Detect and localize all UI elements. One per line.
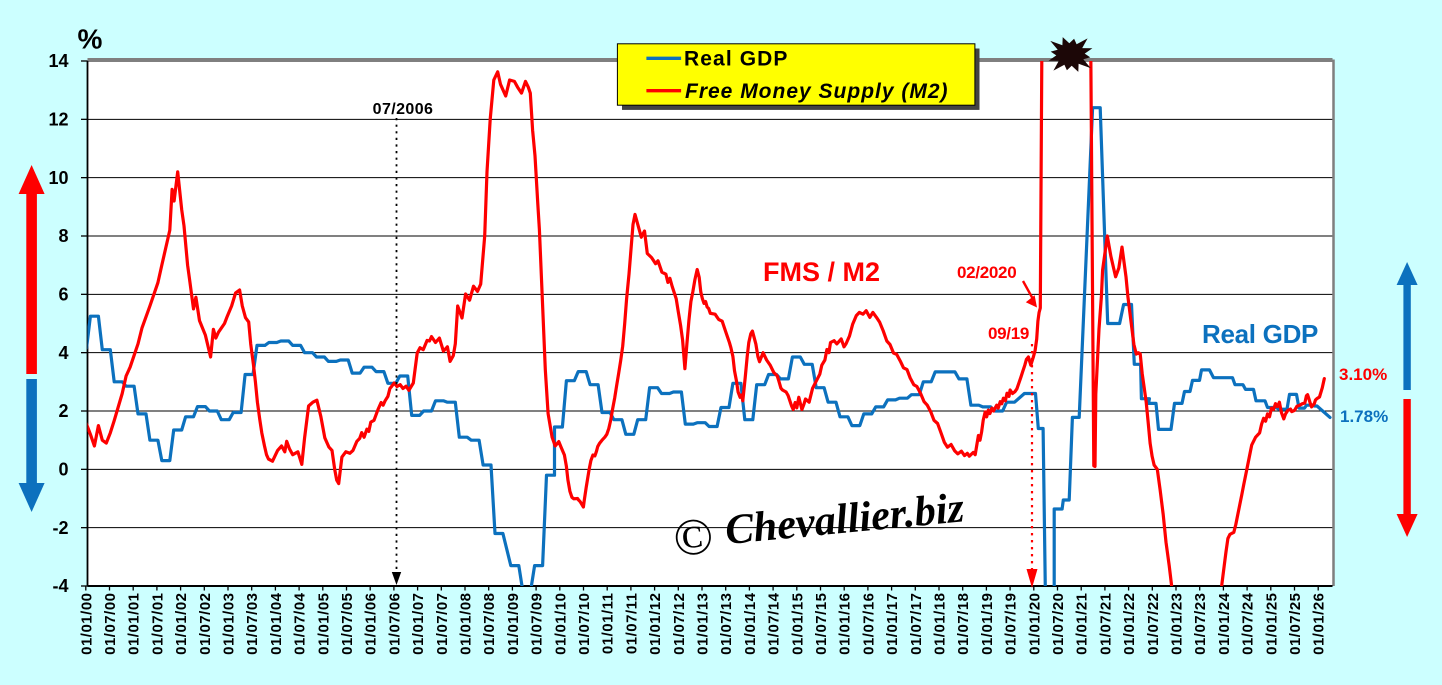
svg-text:01/07/18: 01/07/18	[955, 593, 972, 655]
svg-text:01/01/00: 01/01/00	[78, 593, 95, 655]
svg-text:01/01/09: 01/01/09	[505, 593, 522, 655]
svg-text:-2: -2	[52, 518, 68, 538]
svg-text:01/01/17: 01/01/17	[884, 593, 901, 655]
svg-text:01/01/16: 01/01/16	[837, 593, 854, 655]
svg-text:01/07/17: 01/07/17	[908, 593, 925, 655]
svg-text:2: 2	[58, 401, 68, 421]
svg-text:01/07/15: 01/07/15	[813, 593, 830, 655]
svg-text:01/01/05: 01/01/05	[315, 593, 332, 655]
svg-text:01/07/00: 01/07/00	[102, 593, 119, 655]
svg-text:01/07/11: 01/07/11	[623, 593, 640, 655]
svg-text:01/01/25: 01/01/25	[1263, 593, 1280, 655]
svg-text:01/01/19: 01/01/19	[979, 593, 996, 655]
svg-text:01/07/05: 01/07/05	[339, 593, 356, 655]
svg-text:©: ©	[670, 508, 715, 569]
svg-text:01/01/14: 01/01/14	[742, 592, 759, 655]
svg-text:Real GDP: Real GDP	[1202, 319, 1318, 349]
svg-text:01/07/24: 01/07/24	[1240, 592, 1257, 655]
svg-text:01/07/07: 01/07/07	[434, 593, 451, 655]
svg-text:8: 8	[58, 226, 68, 246]
svg-text:09/19: 09/19	[988, 324, 1029, 343]
svg-text:01/01/11: 01/01/11	[600, 593, 617, 655]
svg-text:01/07/19: 01/07/19	[1003, 593, 1020, 655]
svg-text:01/01/10: 01/01/10	[552, 593, 569, 655]
svg-text:4: 4	[58, 343, 68, 363]
svg-text:01/07/22: 01/07/22	[1145, 593, 1162, 655]
svg-text:01/07/14: 01/07/14	[766, 592, 783, 655]
svg-text:01/01/01: 01/01/01	[126, 593, 143, 655]
svg-text:%: %	[78, 24, 103, 55]
svg-text:07/2006: 07/2006	[373, 101, 434, 118]
svg-text:3.10%: 3.10%	[1339, 365, 1387, 384]
svg-text:01/01/15: 01/01/15	[789, 593, 806, 655]
svg-text:01/01/21: 01/01/21	[1074, 593, 1091, 655]
svg-text:1.78%: 1.78%	[1340, 407, 1388, 426]
svg-text:01/07/09: 01/07/09	[529, 593, 546, 655]
svg-text:Real GDP: Real GDP	[684, 48, 789, 71]
svg-text:01/01/18: 01/01/18	[932, 593, 949, 655]
svg-text:01/01/22: 01/01/22	[1121, 593, 1138, 655]
svg-text:01/07/16: 01/07/16	[860, 593, 877, 655]
svg-text:01/01/04: 01/01/04	[268, 592, 285, 655]
svg-text:01/01/23: 01/01/23	[1169, 593, 1186, 655]
svg-text:01/01/24: 01/01/24	[1216, 592, 1233, 655]
svg-text:01/01/02: 01/01/02	[173, 593, 190, 655]
svg-text:01/07/06: 01/07/06	[386, 593, 403, 655]
svg-text:01/07/21: 01/07/21	[1097, 593, 1114, 655]
svg-text:01/07/02: 01/07/02	[197, 593, 214, 655]
svg-text:12: 12	[48, 110, 68, 130]
svg-text:01/07/10: 01/07/10	[576, 593, 593, 655]
svg-text:14: 14	[48, 51, 68, 71]
svg-text:01/07/08: 01/07/08	[481, 593, 498, 655]
svg-text:FMS / M2: FMS / M2	[763, 257, 880, 287]
svg-text:01/07/04: 01/07/04	[292, 592, 309, 655]
svg-text:01/01/26: 01/01/26	[1311, 593, 1328, 655]
svg-text:01/01/13: 01/01/13	[695, 593, 712, 655]
svg-text:01/01/12: 01/01/12	[647, 593, 664, 655]
svg-text:01/07/03: 01/07/03	[244, 593, 261, 655]
svg-text:01/07/25: 01/07/25	[1287, 593, 1304, 655]
svg-text:01/01/08: 01/01/08	[458, 593, 475, 655]
svg-text:10: 10	[48, 168, 68, 188]
svg-text:01/01/07: 01/01/07	[410, 593, 427, 655]
svg-text:Free Money Supply (M2): Free Money Supply (M2)	[685, 80, 949, 103]
svg-text:01/07/23: 01/07/23	[1192, 593, 1209, 655]
svg-text:01/01/03: 01/01/03	[221, 593, 238, 655]
svg-text:6: 6	[58, 285, 68, 305]
svg-text:01/07/01: 01/07/01	[149, 593, 166, 655]
svg-text:01/01/06: 01/01/06	[363, 593, 380, 655]
svg-text:01/01/20: 01/01/20	[1026, 593, 1043, 655]
svg-text:0: 0	[58, 460, 68, 480]
svg-text:01/07/13: 01/07/13	[718, 593, 735, 655]
svg-text:02/2020: 02/2020	[957, 263, 1016, 282]
svg-text:-4: -4	[52, 576, 68, 596]
svg-text:01/07/12: 01/07/12	[671, 593, 688, 655]
svg-text:01/07/20: 01/07/20	[1050, 593, 1067, 655]
